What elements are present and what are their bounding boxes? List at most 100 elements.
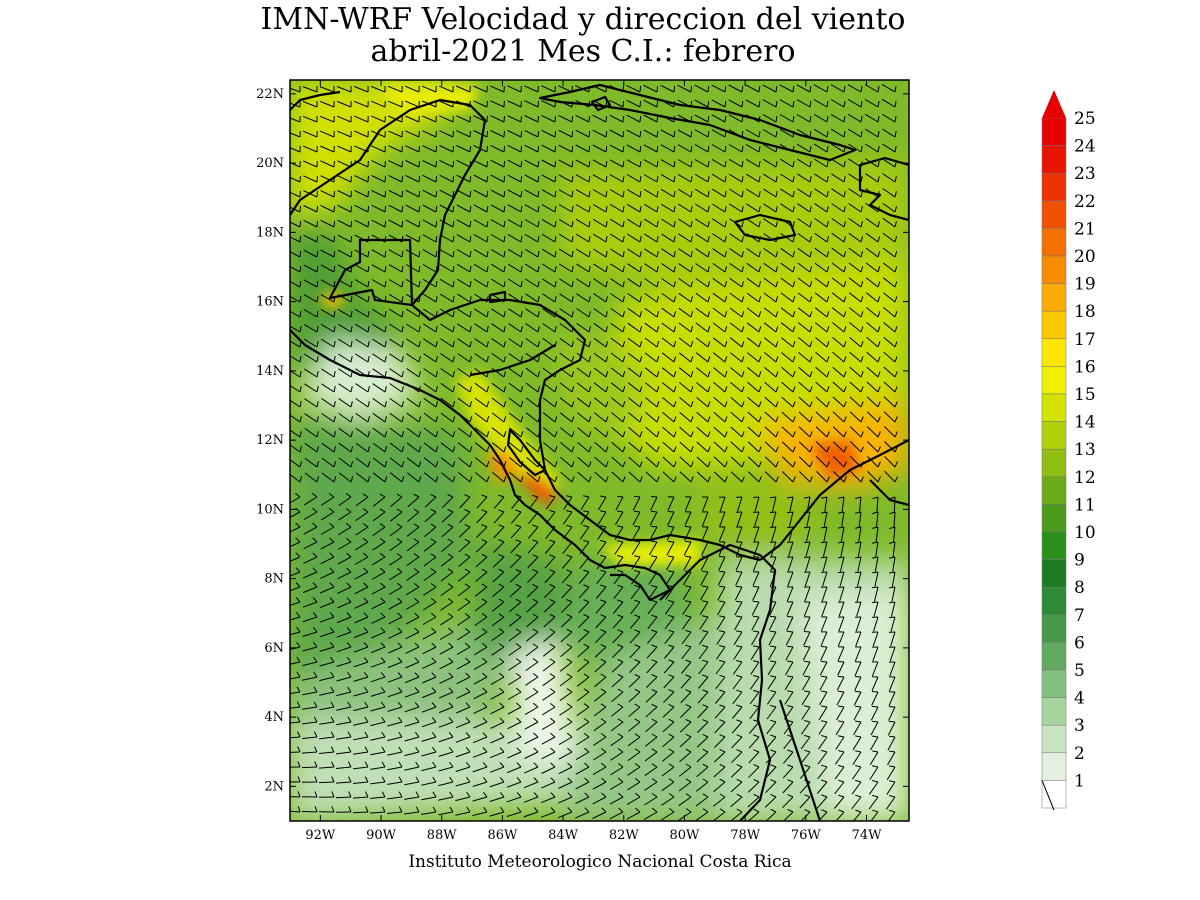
wind-barb-feather	[685, 748, 692, 753]
wind-barb	[678, 367, 692, 378]
wind-barb-feather	[821, 809, 828, 813]
wind-barb-feather	[843, 101, 846, 108]
wind-barb	[865, 217, 879, 228]
wind-barb-feather	[622, 236, 625, 243]
wind-barb	[796, 114, 811, 123]
wind-barb	[764, 426, 777, 438]
wind-barb-feather	[435, 160, 437, 168]
wind-barb	[355, 442, 369, 453]
wind-barb-feather	[401, 386, 404, 393]
wind-barb-feather	[656, 476, 660, 483]
wind-barb-feather	[295, 611, 301, 618]
wind-barb-feather	[753, 704, 760, 708]
wind-barb-feather	[537, 251, 540, 258]
wind-barb-feather	[452, 371, 455, 378]
wind-barb-feather	[350, 431, 353, 438]
wind-barb-feather	[296, 686, 301, 693]
wind-barb	[561, 601, 573, 613]
wind-barb-feather	[752, 496, 760, 498]
wind-barb-feather	[532, 673, 539, 678]
wind-barb-feather	[397, 597, 403, 603]
wind-barb-feather	[486, 416, 490, 423]
wind-barb-feather	[549, 539, 556, 543]
wind-barb	[713, 426, 726, 438]
wind-barb	[832, 337, 845, 348]
wind-barb-feather	[452, 325, 455, 333]
wind-barb	[660, 84, 675, 93]
wind-barb	[405, 174, 420, 183]
wind-barb	[817, 751, 828, 765]
wind-barb-feather	[481, 583, 488, 588]
wind-barb-feather	[809, 431, 813, 438]
wind-barb-feather	[481, 613, 488, 618]
wind-barb-feather	[775, 191, 778, 198]
wind-barb	[524, 721, 539, 730]
wind-barb-feather	[724, 371, 728, 378]
wind-barb-feather	[469, 341, 472, 348]
wind-barb-feather	[803, 541, 811, 544]
wind-barb-feather	[481, 494, 488, 498]
wind-barb-feather	[413, 493, 420, 498]
wind-barb	[476, 511, 488, 524]
wind-barb-feather	[617, 673, 624, 678]
wind-barb	[491, 397, 505, 408]
wind-barb-feather	[384, 311, 387, 318]
wind-barb-feather	[787, 645, 794, 648]
wind-barb	[473, 263, 488, 273]
wind-barb	[611, 412, 624, 423]
wind-barb	[290, 132, 301, 138]
wind-barb-feather	[673, 236, 676, 243]
wind-barb	[729, 307, 743, 318]
wind-barb-feather	[753, 645, 760, 648]
wind-barb	[866, 366, 879, 378]
wind-barb-feather	[617, 733, 624, 738]
wind-barb-feather	[435, 190, 438, 198]
wind-barb	[780, 203, 794, 213]
wind-barb-feather	[617, 644, 624, 648]
wind-barb-feather	[469, 296, 472, 303]
wind-barb-feather	[804, 734, 811, 738]
wind-barb	[681, 616, 692, 630]
wind-barb	[848, 232, 862, 243]
wind-barb	[644, 233, 658, 243]
wind-barb-feather	[333, 326, 336, 333]
wind-barb-feather	[758, 446, 762, 453]
wind-barb	[643, 144, 658, 153]
wind-barb-feather	[707, 386, 711, 393]
wind-barb	[612, 616, 624, 629]
wind-barb	[457, 367, 471, 378]
wind-barb-feather	[775, 476, 779, 483]
wind-barb	[371, 160, 386, 168]
wind-barb	[290, 221, 301, 228]
wind-barb	[506, 766, 522, 774]
wind-barb-feather	[707, 235, 710, 243]
wind-barb-feather	[809, 416, 813, 423]
wind-barb	[508, 308, 522, 318]
wind-barb	[389, 541, 403, 552]
wind-barb	[439, 293, 454, 303]
wind-barb-feather	[634, 673, 641, 678]
wind-barb	[387, 766, 403, 771]
wind-barb-feather	[600, 733, 607, 738]
wind-barb	[354, 541, 369, 551]
wind-barb-feather	[809, 386, 813, 393]
wind-barb-feather	[482, 776, 488, 783]
wind-barb	[695, 352, 709, 363]
wind-barb-feather	[656, 146, 659, 153]
wind-barb	[388, 279, 403, 288]
wind-barb	[353, 781, 369, 784]
wind-barb-feather	[464, 568, 471, 573]
wind-barb	[593, 397, 607, 408]
wind-barb-feather	[736, 749, 743, 753]
wind-barb-feather	[566, 569, 573, 573]
wind-barb-feather	[826, 326, 830, 333]
wind-barb-feather	[741, 176, 744, 183]
wind-barb-feather	[588, 401, 592, 408]
wind-barb-feather	[792, 356, 796, 363]
wind-barb	[629, 616, 641, 629]
wind-barb	[677, 84, 692, 93]
wind-barb	[849, 337, 862, 348]
wind-barb	[882, 232, 896, 243]
wind-barb-feather	[515, 687, 522, 693]
